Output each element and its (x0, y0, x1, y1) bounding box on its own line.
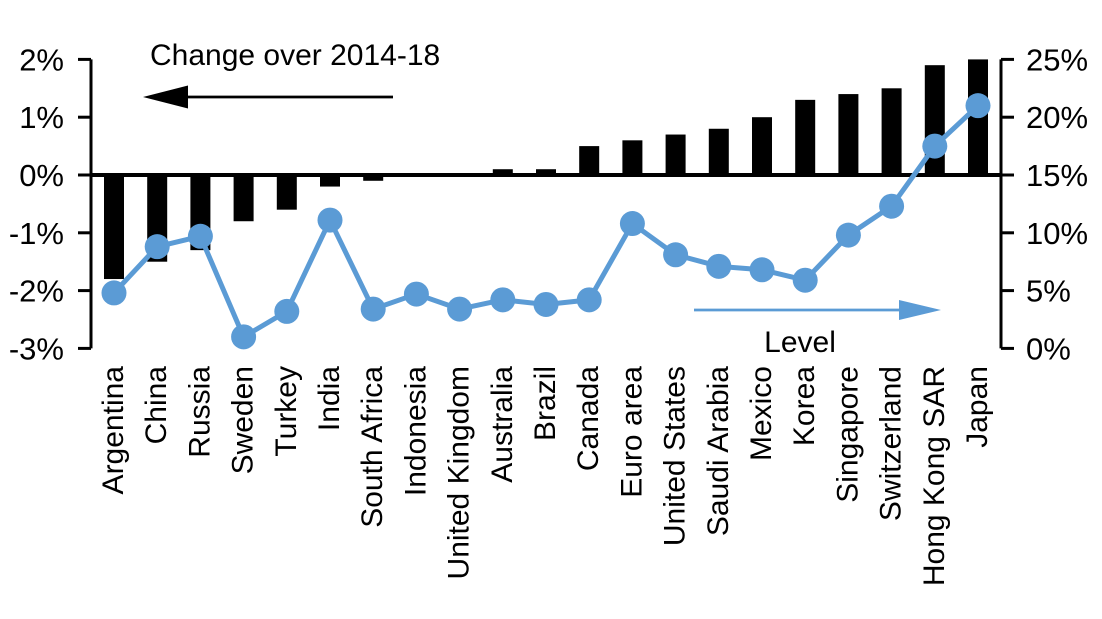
level-marker-china (144, 234, 170, 260)
level-marker-sweden (231, 324, 257, 350)
x-label-china: China (140, 366, 173, 445)
right-axis-tick-label: 0% (1026, 331, 1071, 366)
left-axis-tick-label: 0% (19, 158, 64, 193)
level-marker-singapore (835, 222, 861, 248)
right-axis-arrow-icon (694, 300, 941, 320)
x-label-canada: Canada (572, 366, 605, 471)
left-axis-tick-label: 2% (19, 42, 64, 77)
level-marker-russia (187, 223, 213, 249)
level-marker-japan (965, 93, 991, 119)
bar-euro-area (622, 140, 643, 175)
left-axis-tick-label: -3% (9, 331, 64, 366)
x-label-sweden: Sweden (227, 366, 260, 474)
bar-saudi-arabia (708, 128, 729, 175)
x-label-korea: Korea (788, 366, 821, 446)
level-marker-saudi-arabia (706, 253, 732, 279)
left-axis-arrow-icon (143, 85, 393, 109)
level-marker-argentina (101, 280, 127, 306)
x-label-hong-kong-sar: Hong Kong SAR (918, 366, 951, 586)
level-marker-hong-kong-sar (922, 133, 948, 159)
x-label-singapore: Singapore (831, 366, 864, 503)
level-marker-euro-area (619, 211, 645, 237)
x-label-australia: Australia (486, 366, 519, 483)
x-label-saudi-arabia: Saudi Arabia (702, 366, 735, 536)
axes-layer: 2% 1% 0% -1% -2% -3% 25% 20% 15% 10% 5% 0% (9, 42, 1088, 366)
level-marker-korea (792, 267, 818, 293)
bar-series (91, 59, 1001, 280)
level-marker-mexico (749, 257, 775, 283)
chart-title: Change over 2014-18 (150, 39, 440, 72)
bar-mexico (752, 117, 772, 175)
level-marker-canada (576, 287, 602, 313)
level-marker-turkey (274, 298, 300, 324)
x-label-brazil: Brazil (529, 366, 562, 441)
bar-canada (579, 146, 600, 175)
left-axis-tick-label: 1% (19, 100, 64, 135)
x-label-indonesia: Indonesia (399, 366, 432, 496)
right-axis-tick-label: 10% (1026, 216, 1088, 251)
level-marker-australia (490, 287, 516, 313)
x-label-south-africa: South Africa (356, 366, 389, 528)
right-axis-tick-label: 5% (1026, 274, 1071, 309)
level-marker-united-kingdom (447, 296, 473, 322)
right-axis-tick-label: 20% (1026, 100, 1088, 135)
left-axis-tick-label: -2% (9, 274, 64, 309)
level-marker-switzerland (879, 193, 905, 219)
x-label-euro-area: Euro area (615, 366, 648, 498)
level-marker-south-africa (360, 296, 386, 322)
bar-sweden (233, 175, 254, 222)
bar-argentina (104, 175, 124, 280)
line-series-label: Level (764, 326, 836, 359)
level-marker-india (317, 207, 343, 233)
bar-switzerland (881, 88, 902, 175)
bar-korea (795, 99, 816, 175)
bar-india (320, 175, 340, 187)
x-label-turkey: Turkey (270, 366, 303, 457)
line-series (101, 93, 991, 350)
bar-australia (492, 169, 513, 175)
right-axis-tick-label: 15% (1026, 158, 1088, 193)
x-label-russia: Russia (183, 366, 216, 458)
x-label-mexico: Mexico (745, 366, 778, 461)
bar-united-states (665, 134, 686, 175)
right-axis-tick-label: 25% (1026, 42, 1088, 77)
x-label-japan: Japan (961, 366, 994, 448)
x-label-united-kingdom: United Kingdom (443, 366, 476, 579)
bar-turkey (276, 175, 297, 210)
x-label-united-states: United States (659, 366, 692, 546)
bar-south-africa (363, 175, 384, 181)
level-marker-united-states (663, 242, 689, 268)
x-label-switzerland: Switzerland (875, 366, 908, 521)
x-label-argentina: Argentina (97, 366, 130, 495)
x-label-india: India (313, 366, 346, 431)
level-marker-indonesia (403, 281, 429, 307)
level-marker-brazil (533, 291, 559, 317)
bar-brazil (536, 169, 556, 175)
category-axis-labels: Argentina China Russia Sweden Turkey India Sou… (97, 366, 994, 586)
bar-singapore (838, 94, 859, 175)
left-axis-tick-label: -1% (9, 216, 64, 251)
